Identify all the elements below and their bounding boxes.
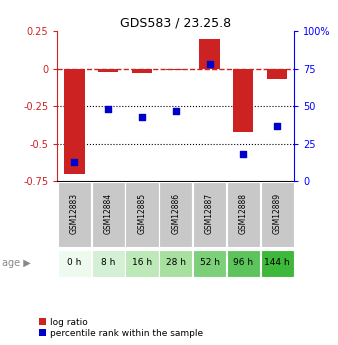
Bar [193, 249, 226, 277]
Text: 16 h: 16 h [132, 258, 152, 267]
Bar [261, 183, 294, 247]
Bar [125, 183, 159, 247]
Bar [193, 183, 226, 247]
Text: 144 h: 144 h [264, 258, 290, 267]
Point [173, 108, 178, 114]
Point [139, 114, 145, 119]
Text: GSM12887: GSM12887 [205, 193, 214, 234]
Bar [166, 69, 186, 70]
Text: GSM12888: GSM12888 [239, 193, 248, 234]
Text: 52 h: 52 h [199, 258, 220, 267]
Point [241, 151, 246, 157]
Bar [98, 69, 118, 71]
Text: 8 h: 8 h [101, 258, 115, 267]
Text: 96 h: 96 h [233, 258, 254, 267]
Bar [261, 249, 294, 277]
Text: GSM12884: GSM12884 [104, 193, 113, 234]
Bar [125, 249, 159, 277]
Bar [233, 69, 254, 131]
Point [207, 61, 212, 67]
Bar [64, 69, 84, 174]
Text: 28 h: 28 h [166, 258, 186, 267]
Text: 0 h: 0 h [67, 258, 81, 267]
Text: GSM12883: GSM12883 [70, 193, 79, 234]
Bar [267, 69, 287, 79]
Point [274, 123, 280, 128]
Bar [92, 183, 125, 247]
Bar [58, 183, 91, 247]
Bar [58, 249, 91, 277]
Bar [227, 249, 260, 277]
Point [72, 159, 77, 164]
Bar [227, 183, 260, 247]
Point [105, 106, 111, 112]
Bar [92, 249, 125, 277]
Title: GDS583 / 23.25.8: GDS583 / 23.25.8 [120, 17, 231, 30]
Text: GSM12886: GSM12886 [171, 193, 180, 234]
Bar [199, 39, 220, 69]
Bar [132, 69, 152, 73]
Bar [159, 249, 192, 277]
Text: GSM12889: GSM12889 [273, 193, 282, 234]
Text: GSM12885: GSM12885 [138, 193, 146, 234]
Text: age ▶: age ▶ [2, 258, 30, 268]
Legend: log ratio, percentile rank within the sample: log ratio, percentile rank within the sa… [38, 317, 204, 339]
Bar [159, 183, 192, 247]
